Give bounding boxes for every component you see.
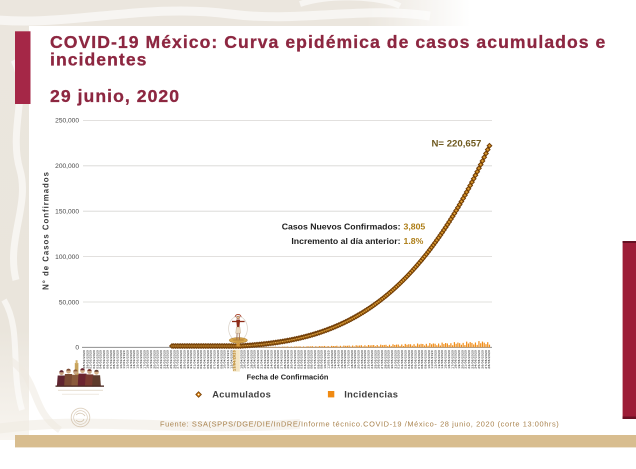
svg-text:29 junio, 2020: 29 junio, 2020 <box>50 86 180 106</box>
svg-text:1.8%: 1.8% <box>404 236 424 246</box>
svg-text:Fuente: SSA(SPPS/DGE/DIE/InDRE: Fuente: SSA(SPPS/DGE/DIE/InDRE/Informe t… <box>160 420 559 429</box>
svg-text:250,000: 250,000 <box>55 118 79 125</box>
svg-text:Incidencias: Incidencias <box>344 390 398 400</box>
svg-text:28/06/2020: 28/06/2020 <box>487 350 491 369</box>
svg-text:0: 0 <box>75 345 79 352</box>
svg-text:50,000: 50,000 <box>59 299 80 306</box>
svg-text:13/04/2020: 13/04/2020 <box>233 350 237 371</box>
svg-text:Casos Nuevos Confirmados:: Casos Nuevos Confirmados: <box>282 222 401 232</box>
svg-text:N° de Casos Confirmados: N° de Casos Confirmados <box>42 171 51 290</box>
svg-text:3,805: 3,805 <box>404 222 426 232</box>
svg-text:150,000: 150,000 <box>55 209 79 216</box>
svg-text:Fecha de Confirmación: Fecha de Confirmación <box>247 373 329 382</box>
svg-text:N= 220,657: N= 220,657 <box>432 138 482 149</box>
svg-text:Acumulados: Acumulados <box>212 390 271 400</box>
svg-text:Incremento al día anterior:: Incremento al día anterior: <box>291 236 400 246</box>
svg-text:100,000: 100,000 <box>55 254 79 261</box>
svg-text:incidentes: incidentes <box>50 50 148 70</box>
svg-text:200,000: 200,000 <box>55 163 79 170</box>
